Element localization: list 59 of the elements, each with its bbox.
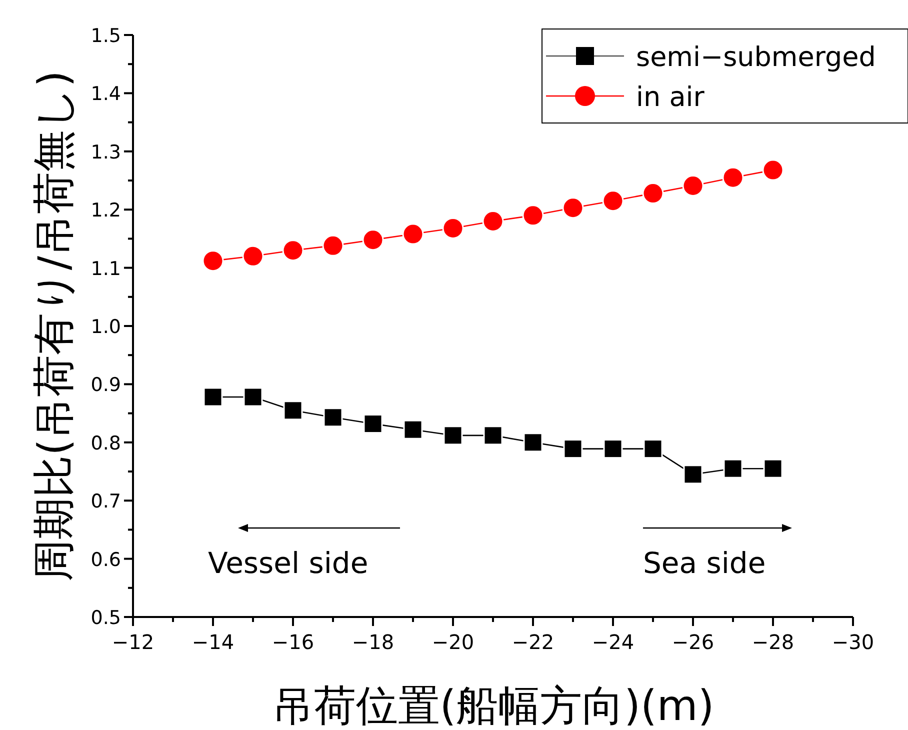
point xyxy=(523,432,543,452)
point xyxy=(402,223,424,245)
point xyxy=(603,439,623,459)
y-tick-label: 0.9 xyxy=(90,374,121,396)
x-tick-label: −16 xyxy=(272,630,314,654)
y-tick-label: 0.5 xyxy=(90,607,121,629)
x-axis-title: 吊荷位置(船幅方向)(m) xyxy=(272,681,714,730)
point xyxy=(683,464,703,484)
y-axis-title: 周期比(吊荷有り/吊荷無し) xyxy=(29,70,78,582)
point xyxy=(242,245,264,267)
point xyxy=(682,174,704,196)
point xyxy=(282,240,304,262)
point xyxy=(443,426,463,446)
x-tick-label: −24 xyxy=(592,630,634,654)
y-tick-label: 0.6 xyxy=(90,548,121,571)
annotation: Vessel side xyxy=(208,524,400,580)
x-tick-label: −14 xyxy=(192,630,234,654)
point xyxy=(562,197,584,219)
point xyxy=(283,400,303,420)
point xyxy=(762,159,784,181)
point xyxy=(602,190,624,212)
x-tick-label: −26 xyxy=(672,630,714,654)
y-tick-label: 1.2 xyxy=(90,200,121,222)
annotation: Sea side xyxy=(643,546,766,580)
y-tick-label: 1.1 xyxy=(90,258,121,280)
point xyxy=(322,234,344,256)
y-tick-label: 0.7 xyxy=(90,490,121,513)
point xyxy=(643,439,663,459)
legend-label: in air xyxy=(636,82,706,113)
point xyxy=(323,408,343,428)
annotation: Sea side xyxy=(643,524,792,580)
x-tick-label: −22 xyxy=(512,630,554,654)
point xyxy=(763,458,783,478)
y-tick-label: 1.3 xyxy=(90,141,121,164)
point xyxy=(722,166,744,188)
x-tick-label: −30 xyxy=(832,630,874,654)
y-tick-label: 1.4 xyxy=(90,83,121,106)
x-tick-label: −18 xyxy=(352,630,394,654)
x-tick-label: −20 xyxy=(432,630,474,654)
x-tick-label: −12 xyxy=(112,630,154,654)
point xyxy=(723,458,743,478)
point xyxy=(442,217,464,239)
y-tick-label: 0.8 xyxy=(90,432,121,454)
point xyxy=(202,250,224,272)
point xyxy=(203,387,223,407)
point xyxy=(522,204,544,226)
point xyxy=(483,426,503,446)
y-tick-label: 1.5 xyxy=(90,25,121,47)
point xyxy=(362,229,384,251)
x-tick-label: −28 xyxy=(752,630,794,654)
legend-label: semi−submerged xyxy=(636,42,876,73)
point xyxy=(482,210,504,232)
annotation: Vessel side xyxy=(208,546,368,580)
point xyxy=(642,182,664,204)
point xyxy=(563,439,583,459)
point xyxy=(363,414,383,434)
point xyxy=(403,420,423,440)
point xyxy=(243,387,263,407)
y-tick-label: 1.0 xyxy=(90,316,121,338)
